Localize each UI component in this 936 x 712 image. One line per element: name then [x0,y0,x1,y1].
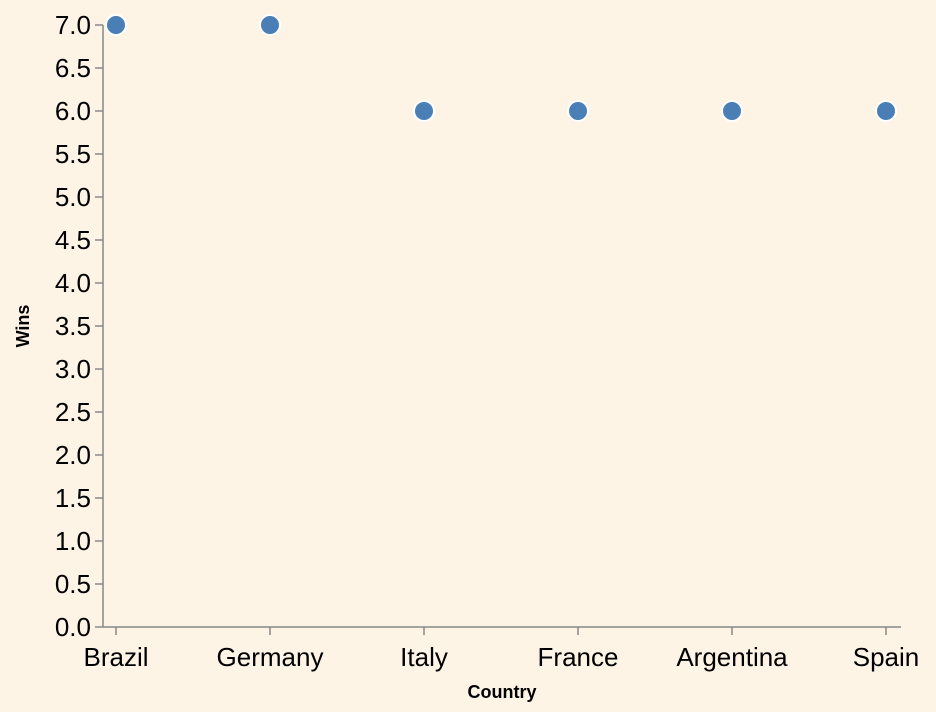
x-tick-label: Italy [400,642,448,672]
y-tick-label: 6.5 [55,53,91,83]
data-point [413,100,435,122]
y-axis: 0.0 0.5 1.0 1.5 2.0 2.5 3.0 3.5 4.0 4.5 5.0 5.5 6.0 6… [55,10,104,642]
data-points [105,14,897,122]
y-axis-title: Wins [13,305,33,348]
data-point [721,100,743,122]
x-axis: Brazil Germany Italy France Argentina Spain [83,626,920,672]
y-tick-label: 4.0 [55,268,91,298]
y-tick-label: 6.0 [55,96,91,126]
y-tick-label: 5.5 [55,139,91,169]
y-tick-label: 4.5 [55,225,91,255]
data-point [259,14,281,36]
y-tick-label: 3.0 [55,354,91,384]
data-point [105,14,127,36]
x-tick-label: France [538,642,619,672]
x-tick-label: Argentina [676,642,788,672]
x-tick-label: Brazil [83,642,148,672]
data-point [875,100,897,122]
y-tick-label: 5.0 [55,182,91,212]
y-tick-label: 3.5 [55,311,91,341]
x-tick-label: Spain [853,642,920,672]
x-tick-label: Germany [217,642,324,672]
y-tick-label: 0.0 [55,612,91,642]
data-point [567,100,589,122]
y-tick-label: 1.5 [55,483,91,513]
y-tick-label: 2.0 [55,440,91,470]
y-tick-label: 0.5 [55,569,91,599]
y-tick-label: 1.0 [55,526,91,556]
x-axis-title: Country [468,682,537,702]
y-tick-label: 7.0 [55,10,91,40]
y-tick-label: 2.5 [55,397,91,427]
